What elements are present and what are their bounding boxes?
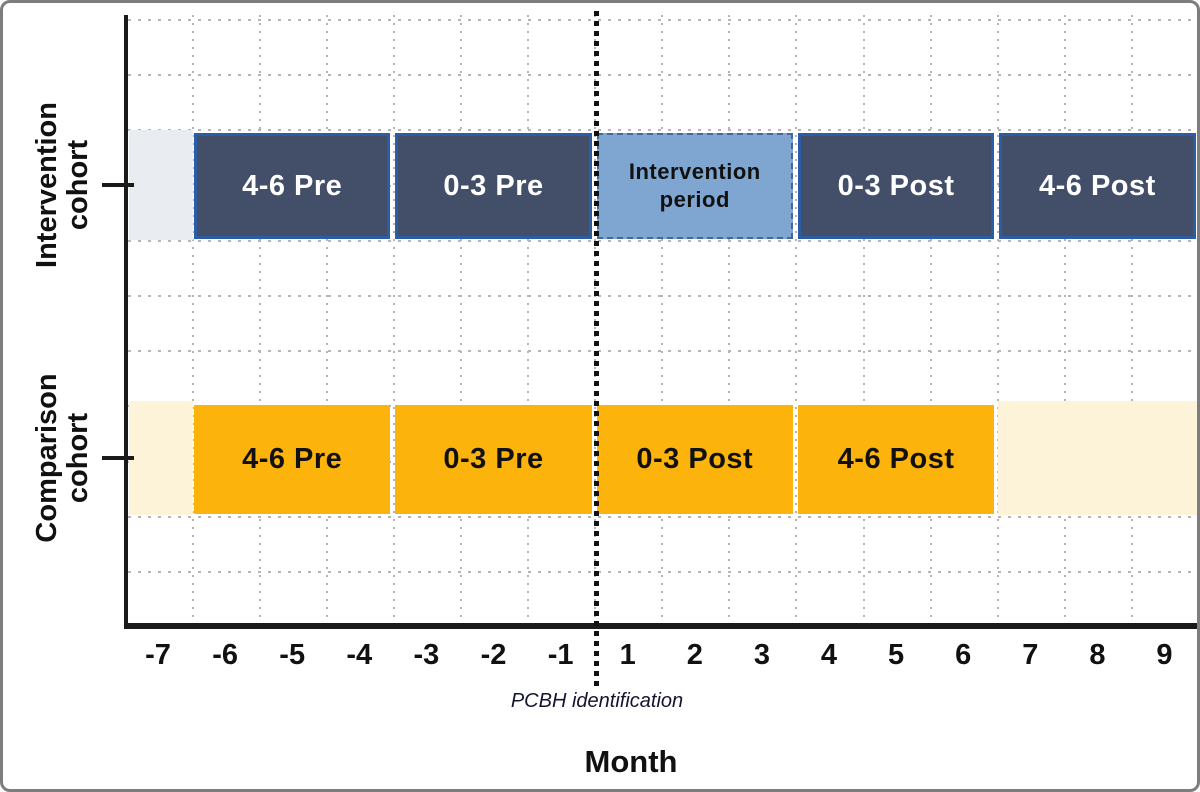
vertical-gridline (996, 15, 999, 623)
y-axis-line (124, 15, 128, 627)
x-axis-tick-label: -6 (212, 639, 238, 671)
timeline-segment: 4-6 Pre (194, 133, 391, 239)
x-axis-title: Month (584, 744, 678, 779)
x-axis-tick-label: -1 (547, 639, 574, 671)
timeline-segment: 0-3 Pre (395, 405, 592, 514)
x-axis-tick-label: -3 (413, 639, 440, 671)
cohort-row-label-text: Intervention cohort (31, 102, 94, 268)
horizontal-gridline (128, 350, 1197, 353)
timeline-segment-label: 4-6 Pre (242, 169, 343, 202)
horizontal-gridline (128, 239, 1197, 242)
timeline-segment-label: 0-3 Post (837, 169, 955, 202)
x-axis-tick-label: 3 (753, 639, 770, 671)
vertical-gridline (728, 15, 731, 623)
horizontal-gridline (128, 74, 1197, 77)
horizontal-gridline (128, 295, 1197, 297)
timeline-segment: 0-3 Pre (395, 133, 592, 239)
x-axis-tick-label: 7 (1022, 639, 1039, 671)
horizontal-gridline (128, 515, 1197, 518)
timeline-segment-label: 4-6 Post (837, 443, 955, 475)
x-axis-tick-label: 9 (1156, 639, 1173, 671)
vertical-gridline (191, 15, 194, 623)
horizontal-gridline (128, 129, 1197, 132)
cohort-eligibility-band (129, 401, 193, 515)
timeline-segment-label: Intervention period (628, 159, 761, 212)
vertical-gridline (325, 15, 328, 623)
timeline-segment-label: 0-3 Post (636, 443, 754, 475)
vertical-gridline (795, 15, 798, 623)
horizontal-gridline (128, 571, 1197, 573)
cohort-row-label-text: Comparison cohort (31, 373, 94, 543)
horizontal-gridline (128, 19, 1197, 21)
x-axis-tick-label: -2 (480, 639, 507, 671)
x-axis-tick-label: 1 (619, 639, 636, 671)
x-axis-tick-label: 6 (955, 639, 972, 671)
vertical-gridline (929, 15, 932, 623)
x-axis-line (124, 623, 1197, 629)
x-axis-tick-label: -4 (346, 639, 373, 671)
y-axis-tick (102, 183, 134, 187)
x-axis-tick-label: 5 (888, 639, 905, 671)
cohort-eligibility-band (129, 130, 193, 240)
timeline-segment: 0-3 Post (797, 133, 995, 239)
timeline-segment-label: 4-6 Post (1038, 169, 1156, 202)
y-axis-tick (102, 456, 134, 460)
timeline-segment: 4-6 Post (797, 405, 995, 514)
vertical-gridline (862, 15, 865, 623)
cohort-eligibility-band (998, 401, 1197, 515)
timeline-segment: 4-6 Post (999, 133, 1196, 239)
pcbh-identification-dotted-line (594, 11, 599, 689)
vertical-gridline (258, 15, 261, 623)
vertical-gridline (459, 15, 462, 623)
vertical-gridline (1130, 15, 1133, 623)
x-axis-tick-label: 8 (1089, 639, 1106, 671)
x-axis-tick-label: 4 (820, 639, 838, 671)
vertical-gridline (661, 15, 664, 623)
timeline-segment-label: 0-3 Pre (443, 443, 544, 475)
event-line-annotation: PCBH identification (510, 690, 684, 712)
x-axis-tick-label: -5 (279, 639, 306, 671)
timeline-segment: 4-6 Pre (194, 405, 391, 514)
timeline-segment-label: 4-6 Pre (242, 443, 343, 475)
timeline-segment: Intervention period (596, 133, 793, 239)
x-axis-tick-label: -7 (145, 639, 171, 671)
timeline-segment: 0-3 Post (596, 405, 793, 514)
timeline-segment-label: 0-3 Pre (443, 169, 544, 202)
vertical-gridline (392, 15, 395, 623)
vertical-gridline (527, 15, 530, 623)
vertical-gridline (1063, 15, 1066, 623)
x-axis-tick-label: 2 (686, 639, 703, 671)
